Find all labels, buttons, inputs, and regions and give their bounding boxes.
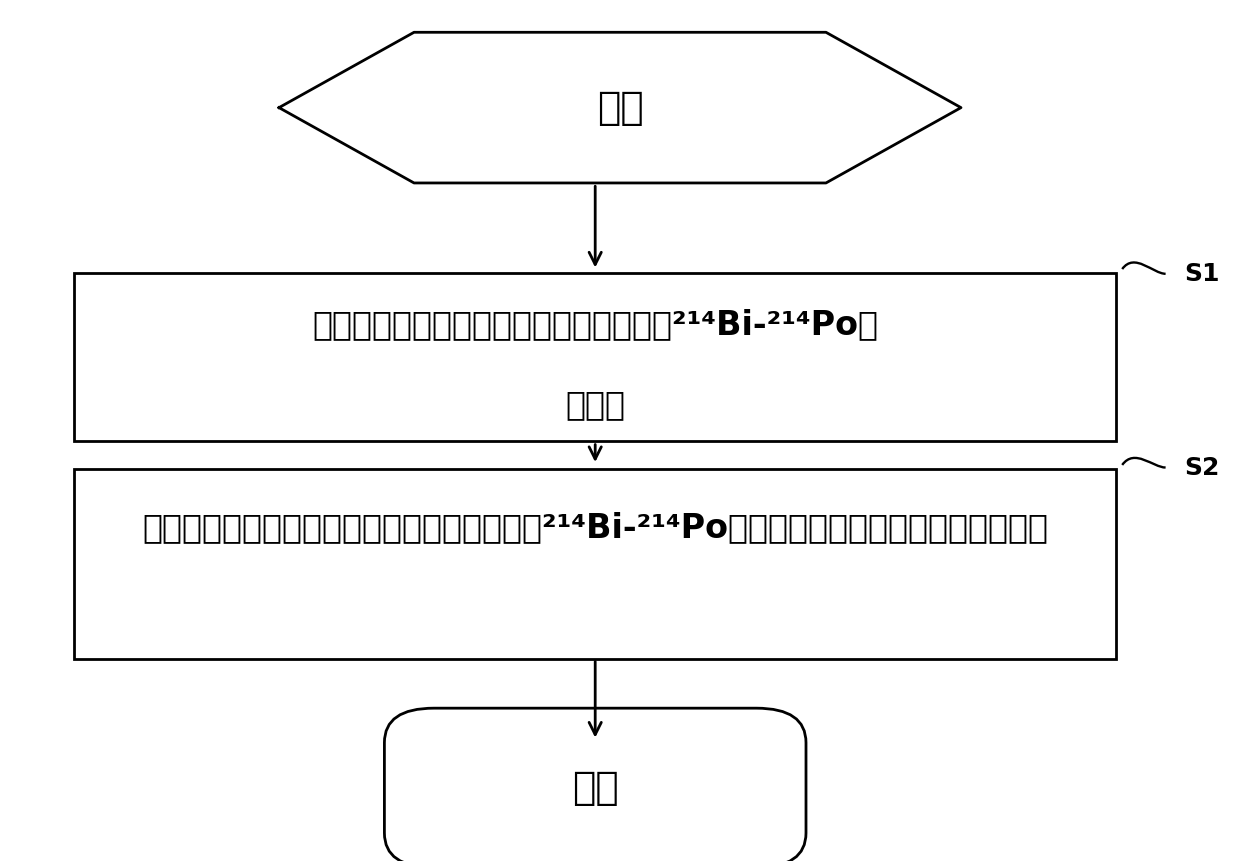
Text: 根据半导体探测器测量的脉冲信号，提取²¹⁴Bi-²¹⁴Po符: 根据半导体探测器测量的脉冲信号，提取²¹⁴Bi-²¹⁴Po符 — [312, 308, 878, 341]
Text: S2: S2 — [1184, 455, 1220, 480]
Text: 根据半导体探测器测量的脉冲信号以及提取的²¹⁴Bi-²¹⁴Po符合事件，计算人工放射性核素浓度: 根据半导体探测器测量的脉冲信号以及提取的²¹⁴Bi-²¹⁴Po符合事件，计算人工… — [143, 511, 1048, 544]
Text: 开始: 开始 — [596, 89, 644, 127]
Text: 结束: 结束 — [572, 769, 619, 807]
Polygon shape — [279, 32, 961, 183]
FancyBboxPatch shape — [384, 708, 806, 861]
Text: S1: S1 — [1184, 262, 1220, 286]
Bar — [74, 469, 1116, 659]
Text: 合事件: 合事件 — [565, 388, 625, 421]
Bar — [74, 274, 1116, 442]
